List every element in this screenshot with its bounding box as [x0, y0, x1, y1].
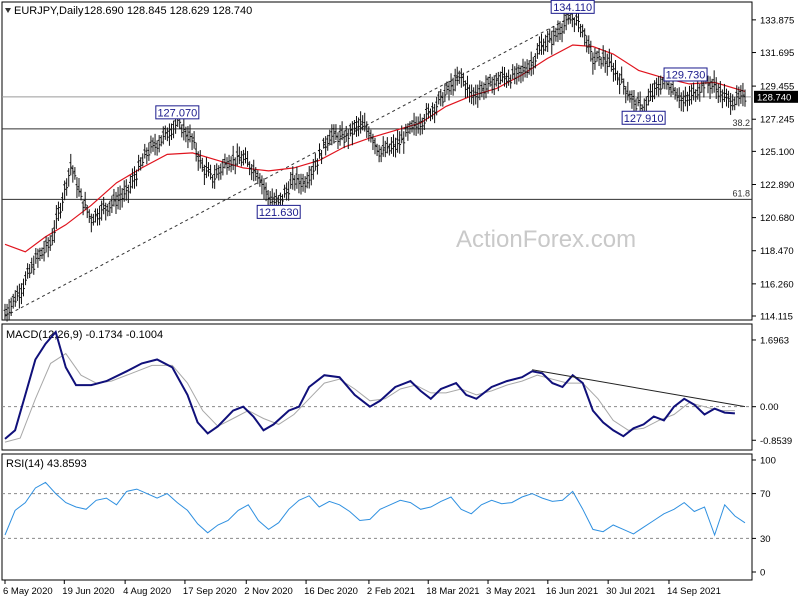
last-price-label: 128.740 [757, 92, 791, 103]
price-axis-label: 133.875 [760, 15, 794, 26]
price-axis-label: 125.100 [760, 147, 794, 158]
rsi-axis-label: 0 [760, 568, 765, 579]
price-axis-label: 131.695 [760, 48, 794, 59]
price-annotation-box [550, 0, 595, 14]
chart-ohlc: 128.690 128.845 128.629 128.740 [84, 5, 252, 17]
rsi-title: RSI(14) 43.8593 [6, 458, 87, 470]
rsi-axis-label: 30 [760, 534, 771, 545]
date-axis-label: 4 Aug 2020 [123, 586, 171, 597]
price-layer: 38.2 61.8 134.110 127.070 121.630 129.730 127.… [2, 0, 752, 322]
price-axis-label: 118.470 [760, 246, 794, 257]
date-axis-label: 19 Jun 2020 [62, 586, 114, 597]
date-axis-label: 30 Jul 2021 [606, 586, 655, 597]
price-axis-label: 120.680 [760, 213, 794, 224]
date-axis-label: 3 May 2021 [486, 586, 536, 597]
axis-layer: 133.875 131.695 129.455 127.245 125.100 122.8… [3, 15, 798, 597]
macd-axis-label: 0.00 [760, 402, 779, 413]
rsi-panel-frame [1, 453, 753, 581]
price-annotation-box [256, 204, 301, 219]
date-axis-label: 16 Jun 2021 [546, 586, 598, 597]
macd-axis-label: -0.8539 [760, 436, 792, 447]
macd-axis-label: 1.6963 [760, 335, 789, 346]
uptrend-line [4, 15, 573, 317]
macd-line [4, 329, 735, 440]
price-axis-label: 122.890 [760, 180, 794, 191]
price-annotation-label: 121.630 [259, 207, 299, 219]
watermark: ActionForex.com [456, 226, 636, 253]
rsi-axis-label: 70 [760, 489, 771, 500]
rsi-line [4, 481, 746, 537]
macd-panel-frame [1, 323, 753, 451]
macd-trendline [532, 369, 746, 408]
date-axis-label: 14 Sep 2021 [667, 586, 721, 597]
date-axis-label: 17 Sep 2020 [183, 586, 237, 597]
macd-title: MACD(12,26,9) -0.1734 -0.1004 [6, 329, 163, 341]
chart-symbol: EURJPY,Daily [14, 5, 84, 17]
date-axis-label: 2 Nov 2020 [244, 586, 293, 597]
price-panel-frame [1, 1, 753, 321]
symbol-icon [5, 8, 11, 13]
date-axis-label: 6 May 2020 [3, 586, 53, 597]
rsi-layer [2, 481, 752, 539]
price-axis-label: 127.245 [760, 115, 794, 126]
price-annotation-box [663, 67, 708, 82]
price-annotation-label: 134.110 [553, 2, 592, 14]
date-axis-label: 16 Dec 2020 [304, 586, 358, 597]
date-axis-label: 2 Feb 2021 [367, 586, 415, 597]
last-price-tag [754, 90, 798, 103]
price-annotation-label: 127.070 [157, 107, 197, 119]
macd-signal-line [4, 352, 735, 443]
price-annotation-box [621, 110, 666, 125]
fib-level-label: 61.8 [732, 188, 750, 198]
price-axis-label: 114.115 [760, 312, 793, 323]
rsi-axis-label: 100 [760, 456, 776, 467]
price-axis-label: 129.455 [760, 82, 794, 93]
date-axis-label: 18 Mar 2021 [426, 586, 479, 597]
price-annotation-label: 129.730 [666, 69, 706, 81]
macd-layer [2, 329, 752, 443]
moving-average-line [4, 44, 746, 253]
fib-level-label: 38.2 [732, 118, 750, 128]
price-axis-label: 116.260 [760, 279, 794, 290]
price-annotation-box [155, 105, 200, 120]
price-annotation-label: 127.910 [624, 113, 664, 125]
